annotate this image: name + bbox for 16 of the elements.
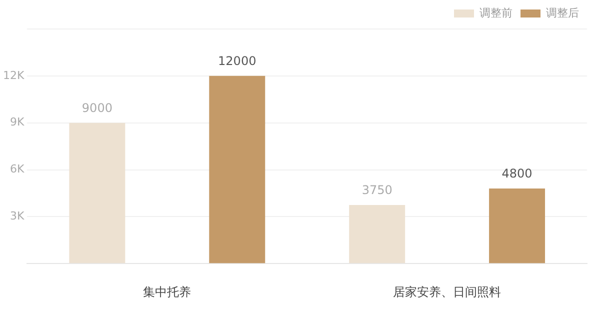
bar	[209, 76, 266, 264]
y-tick-label: 9K	[10, 116, 25, 129]
data-label: 9000	[82, 100, 112, 115]
y-tick-label: 12K	[2, 68, 25, 82]
x-tick-label: 集中托养	[143, 284, 192, 299]
bar	[69, 122, 126, 264]
y-tick-label: 6K	[10, 162, 25, 176]
y-tick-label: 3K	[10, 210, 25, 223]
data-label: 12000	[218, 54, 256, 68]
data-label: 3750	[362, 183, 392, 198]
legend-label: 调整前	[480, 6, 512, 20]
x-tick-label: 居家安养、日间照料	[393, 284, 502, 299]
data-label: 4800	[502, 166, 532, 181]
legend-label: 调整后	[546, 6, 579, 20]
bar	[349, 204, 406, 264]
bar	[489, 188, 546, 264]
